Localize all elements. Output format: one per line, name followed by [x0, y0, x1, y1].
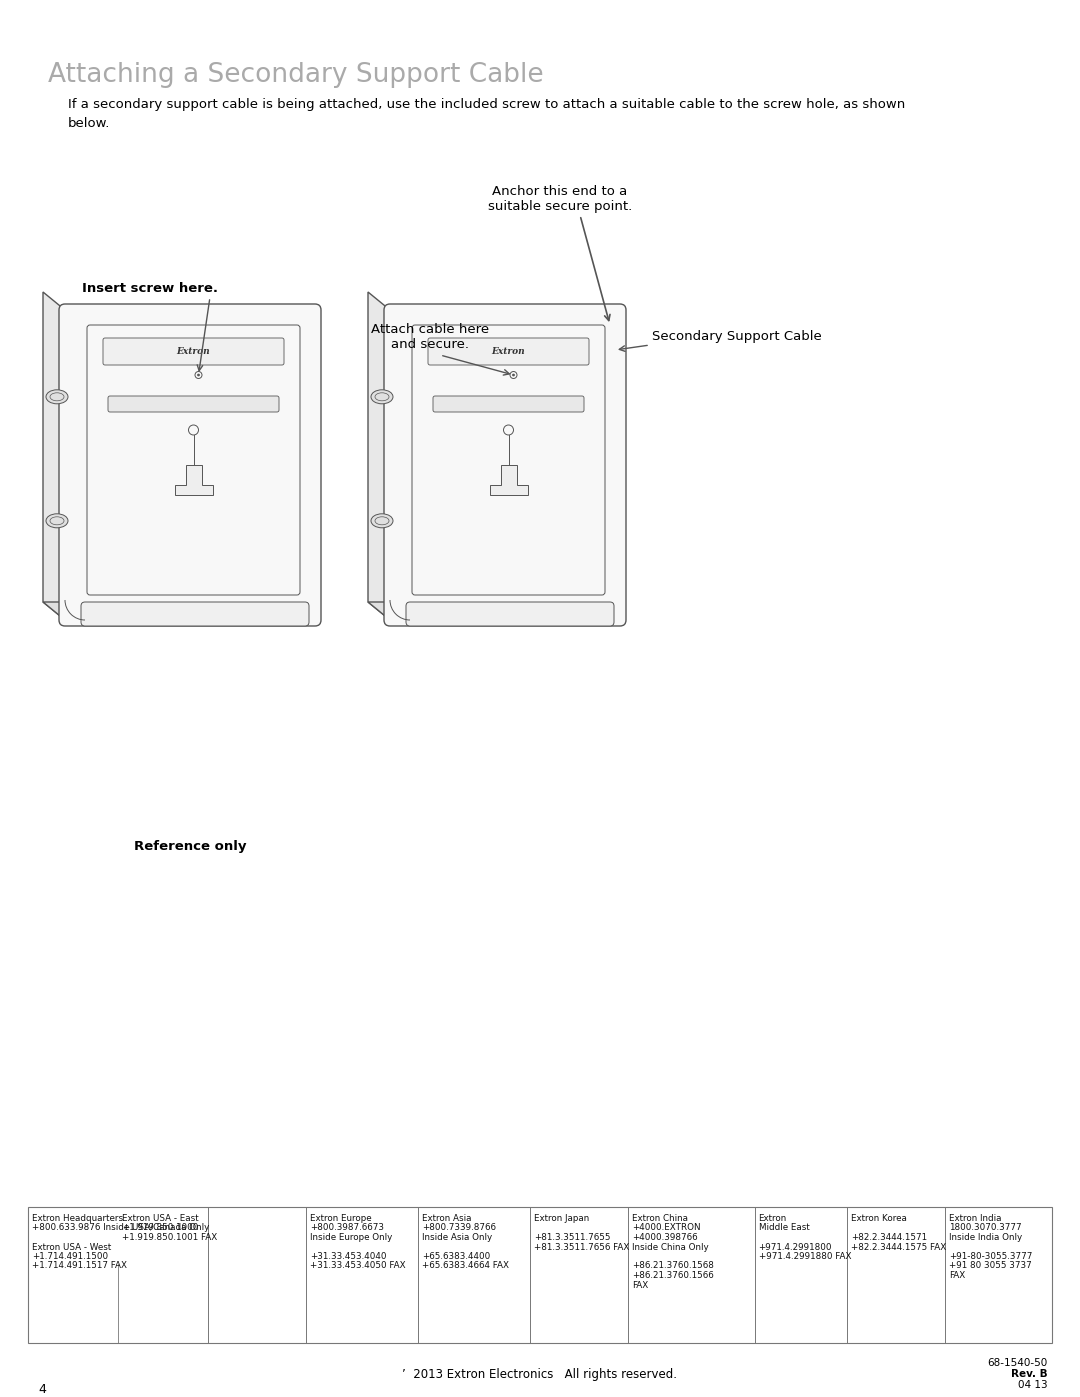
Text: Extron Europe: Extron Europe: [310, 1214, 372, 1222]
Text: Attach cable here
and secure.: Attach cable here and secure.: [370, 323, 489, 351]
FancyBboxPatch shape: [103, 338, 284, 365]
Text: 68-1540-50: 68-1540-50: [988, 1358, 1048, 1368]
Text: Extron Asia: Extron Asia: [422, 1214, 472, 1222]
Text: +1.919.850.1000: +1.919.850.1000: [122, 1224, 199, 1232]
Polygon shape: [368, 292, 390, 620]
Text: Extron Japan: Extron Japan: [535, 1214, 590, 1222]
FancyBboxPatch shape: [81, 602, 309, 626]
Text: +82.2.3444.1575 FAX: +82.2.3444.1575 FAX: [851, 1242, 946, 1252]
Text: 4: 4: [38, 1383, 45, 1396]
Text: ’  2013 Extron Electronics   All rights reserved.: ’ 2013 Extron Electronics All rights res…: [403, 1368, 677, 1382]
Text: Rev. B: Rev. B: [1011, 1369, 1048, 1379]
Text: +65.6383.4400: +65.6383.4400: [422, 1252, 490, 1261]
Ellipse shape: [46, 390, 68, 404]
Text: Extron India: Extron India: [948, 1214, 1001, 1222]
Circle shape: [198, 374, 200, 376]
Text: Extron: Extron: [177, 346, 211, 356]
Text: Insert screw here.: Insert screw here.: [82, 282, 218, 295]
Text: Middle East: Middle East: [758, 1224, 809, 1232]
Text: Inside India Only: Inside India Only: [948, 1234, 1022, 1242]
Text: +91-80-3055.3777: +91-80-3055.3777: [948, 1252, 1032, 1261]
Bar: [28, 1207, 1052, 1343]
Text: Extron: Extron: [491, 346, 525, 356]
Ellipse shape: [372, 514, 393, 528]
Text: +4000.398766: +4000.398766: [632, 1234, 698, 1242]
Text: Extron: Extron: [758, 1214, 787, 1222]
Text: Attaching a Secondary Support Cable: Attaching a Secondary Support Cable: [48, 61, 543, 88]
Polygon shape: [43, 292, 65, 620]
Text: +1.714.491.1500: +1.714.491.1500: [32, 1252, 108, 1261]
Polygon shape: [175, 465, 213, 495]
Text: Inside China Only: Inside China Only: [632, 1242, 708, 1252]
FancyBboxPatch shape: [406, 602, 615, 626]
Text: +1.919.850.1001 FAX: +1.919.850.1001 FAX: [122, 1234, 217, 1242]
Text: +65.6383.4664 FAX: +65.6383.4664 FAX: [422, 1261, 509, 1270]
Text: +31.33.453.4050 FAX: +31.33.453.4050 FAX: [310, 1261, 406, 1270]
Text: Extron USA - East: Extron USA - East: [122, 1214, 199, 1222]
Text: +91 80 3055 3737: +91 80 3055 3737: [948, 1261, 1031, 1270]
Text: +800.7339.8766: +800.7339.8766: [422, 1224, 496, 1232]
FancyBboxPatch shape: [108, 395, 279, 412]
Text: +81.3.3511.7656 FAX: +81.3.3511.7656 FAX: [535, 1242, 630, 1252]
Text: +31.33.453.4040: +31.33.453.4040: [310, 1252, 387, 1261]
Text: FAX: FAX: [948, 1271, 964, 1280]
Text: 04 13: 04 13: [1018, 1380, 1048, 1390]
FancyBboxPatch shape: [433, 395, 584, 412]
Text: Extron Korea: Extron Korea: [851, 1214, 907, 1222]
Text: +4000.EXTRON: +4000.EXTRON: [632, 1224, 700, 1232]
Text: +86.21.3760.1566: +86.21.3760.1566: [632, 1271, 714, 1280]
Text: +86.21.3760.1568: +86.21.3760.1568: [632, 1261, 714, 1270]
Text: +82.2.3444.1571: +82.2.3444.1571: [851, 1234, 928, 1242]
Text: Reference only: Reference only: [134, 840, 246, 854]
Text: +971.4.2991800: +971.4.2991800: [758, 1242, 832, 1252]
Polygon shape: [368, 602, 620, 620]
Text: 1800.3070.3777: 1800.3070.3777: [948, 1224, 1022, 1232]
Text: Extron Headquarters: Extron Headquarters: [32, 1214, 123, 1222]
Text: Anchor this end to a
suitable secure point.: Anchor this end to a suitable secure poi…: [488, 184, 632, 212]
FancyBboxPatch shape: [59, 305, 321, 626]
Text: +800.633.9876 Inside USA/Canada Only: +800.633.9876 Inside USA/Canada Only: [32, 1224, 210, 1232]
Polygon shape: [43, 602, 315, 620]
Text: Secondary Support Cable: Secondary Support Cable: [652, 330, 822, 344]
Ellipse shape: [372, 390, 393, 404]
Text: +971.4.2991880 FAX: +971.4.2991880 FAX: [758, 1252, 851, 1261]
Text: +1.714.491.1517 FAX: +1.714.491.1517 FAX: [32, 1261, 127, 1270]
Text: Extron China: Extron China: [632, 1214, 688, 1222]
Text: +800.3987.6673: +800.3987.6673: [310, 1224, 384, 1232]
Polygon shape: [489, 465, 527, 495]
FancyBboxPatch shape: [384, 305, 626, 626]
Text: Inside Asia Only: Inside Asia Only: [422, 1234, 492, 1242]
Text: Extron USA - West: Extron USA - West: [32, 1242, 111, 1252]
Text: Inside Europe Only: Inside Europe Only: [310, 1234, 392, 1242]
Text: If a secondary support cable is being attached, use the included screw to attach: If a secondary support cable is being at…: [68, 98, 905, 130]
Text: +81.3.3511.7655: +81.3.3511.7655: [535, 1234, 611, 1242]
Ellipse shape: [46, 514, 68, 528]
Circle shape: [513, 374, 514, 376]
Text: FAX: FAX: [632, 1281, 648, 1289]
FancyBboxPatch shape: [428, 338, 589, 365]
